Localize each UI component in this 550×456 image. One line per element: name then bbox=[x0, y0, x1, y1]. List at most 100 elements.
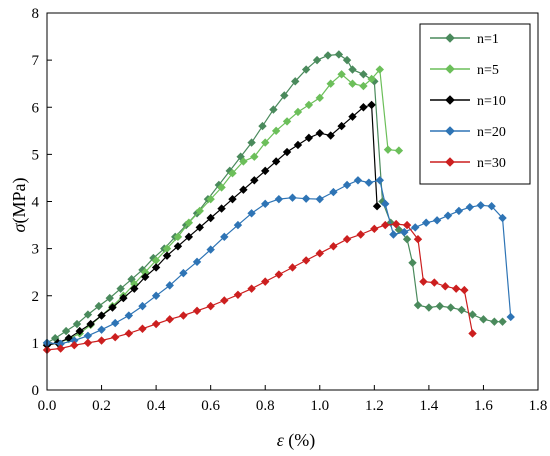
data-point bbox=[70, 336, 79, 345]
legend-marker bbox=[445, 33, 455, 43]
data-point bbox=[364, 178, 374, 187]
data-point bbox=[173, 232, 183, 242]
y-tick-label: 1 bbox=[32, 336, 40, 352]
data-point bbox=[110, 333, 120, 342]
data-point bbox=[432, 216, 442, 225]
legend: n=1 n=5 n=10 n=20 n=30 bbox=[419, 23, 531, 185]
series-group bbox=[42, 50, 515, 355]
data-point bbox=[465, 202, 475, 212]
data-point bbox=[179, 311, 188, 320]
data-point bbox=[75, 326, 84, 336]
x-tick-label: 0.0 bbox=[38, 398, 57, 414]
legend-item: n=30 bbox=[430, 156, 506, 171]
legend-item: n=1 bbox=[430, 32, 499, 47]
data-point bbox=[342, 55, 352, 65]
y-tick-label: 3 bbox=[32, 242, 40, 258]
data-point bbox=[337, 70, 346, 79]
data-point bbox=[192, 257, 202, 267]
data-point bbox=[141, 272, 150, 282]
data-point bbox=[498, 213, 507, 223]
data-point bbox=[83, 331, 93, 341]
data-point bbox=[271, 126, 281, 136]
data-point bbox=[124, 311, 134, 320]
data-point bbox=[220, 232, 229, 242]
legend-marker bbox=[445, 126, 455, 136]
legend-label: n=20 bbox=[477, 125, 506, 140]
data-point bbox=[342, 235, 352, 244]
series-line bbox=[46, 104, 378, 346]
data-point bbox=[441, 282, 450, 291]
data-point bbox=[381, 199, 390, 209]
data-point bbox=[468, 310, 477, 319]
data-point bbox=[247, 284, 256, 293]
data-point bbox=[261, 199, 270, 209]
data-point bbox=[348, 112, 357, 121]
x-axis-title: ε (%) bbox=[277, 430, 316, 451]
legend-box bbox=[419, 23, 531, 185]
data-point bbox=[411, 223, 420, 232]
data-point bbox=[233, 220, 243, 230]
legend-marker bbox=[445, 157, 455, 167]
data-point bbox=[301, 65, 311, 74]
data-point bbox=[381, 220, 390, 230]
data-point bbox=[274, 270, 284, 279]
x-tick-label: 1.6 bbox=[474, 398, 493, 414]
data-point bbox=[179, 268, 188, 278]
data-point bbox=[151, 263, 161, 272]
plot-frame bbox=[46, 12, 539, 391]
data-point bbox=[280, 91, 289, 100]
data-point bbox=[162, 244, 172, 253]
data-point bbox=[228, 194, 237, 204]
data-point bbox=[312, 55, 322, 65]
data-point bbox=[506, 312, 515, 322]
data-point bbox=[400, 227, 409, 237]
data-point bbox=[206, 213, 215, 223]
data-point bbox=[293, 140, 303, 150]
data-point bbox=[110, 318, 120, 328]
data-point bbox=[217, 204, 226, 213]
data-point bbox=[370, 77, 379, 86]
data-point bbox=[282, 117, 292, 126]
data-point bbox=[271, 157, 281, 166]
data-point bbox=[446, 303, 455, 312]
data-point bbox=[435, 301, 444, 311]
data-point bbox=[228, 169, 237, 178]
data-point bbox=[293, 107, 303, 117]
x-tick-label: 1.4 bbox=[420, 398, 439, 414]
y-axis-title: σ(MPa) bbox=[9, 178, 30, 233]
x-tick-label: 0.4 bbox=[147, 398, 166, 414]
series-n=5 bbox=[42, 65, 404, 350]
data-point bbox=[291, 77, 300, 86]
y-tick-label: 8 bbox=[32, 6, 40, 22]
y-tick-label: 7 bbox=[32, 53, 40, 69]
x-tick-label: 0.2 bbox=[92, 398, 111, 414]
series-line bbox=[46, 223, 474, 351]
data-point bbox=[408, 258, 417, 267]
data-point bbox=[173, 242, 183, 251]
legend-marker bbox=[445, 64, 455, 74]
data-point bbox=[83, 338, 93, 348]
data-point bbox=[451, 284, 461, 293]
data-point bbox=[367, 100, 376, 110]
data-point bbox=[250, 152, 259, 161]
data-point bbox=[97, 336, 106, 345]
data-point bbox=[430, 278, 439, 287]
legend-label: n=10 bbox=[477, 94, 506, 109]
data-point bbox=[258, 121, 267, 131]
data-point bbox=[402, 235, 412, 244]
data-point bbox=[468, 329, 477, 338]
data-point bbox=[348, 79, 357, 88]
data-point bbox=[261, 166, 270, 176]
data-point bbox=[149, 253, 158, 263]
data-point bbox=[370, 224, 379, 234]
series-n=20 bbox=[42, 176, 515, 349]
y-tick-label: 0 bbox=[32, 383, 40, 399]
data-point bbox=[378, 197, 387, 206]
data-point bbox=[375, 176, 384, 185]
data-point bbox=[348, 65, 357, 74]
data-point bbox=[389, 230, 398, 239]
data-point bbox=[323, 51, 333, 60]
data-point bbox=[184, 218, 194, 227]
data-point bbox=[498, 317, 507, 326]
data-point bbox=[326, 131, 335, 140]
